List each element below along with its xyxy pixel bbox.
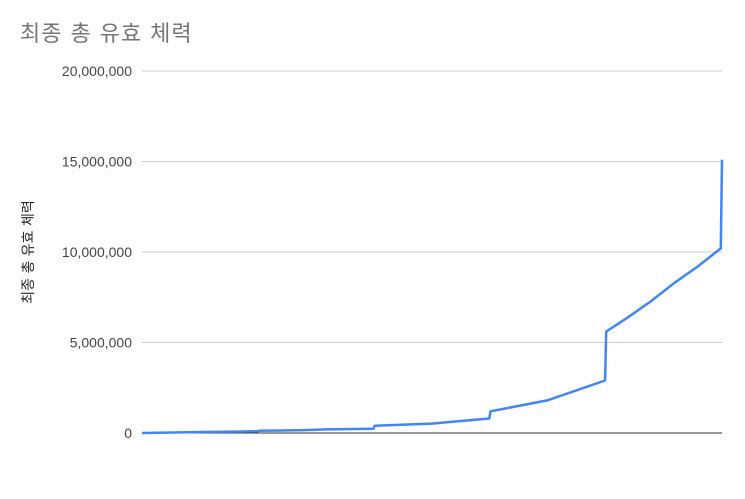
y-tick-label: 0	[124, 425, 132, 441]
y-axis-title: 최종 총 유효 체력	[21, 200, 37, 304]
gridlines	[142, 70, 722, 343]
y-tick-label: 20,000,000	[62, 63, 132, 79]
y-axis-tick-labels: 0 5,000,000 10,000,000 15,000,000 20,000,000	[62, 63, 132, 441]
y-tick-label: 15,000,000	[62, 154, 132, 170]
series-line	[141, 159, 724, 435]
y-tick-label: 5,000,000	[70, 335, 132, 351]
chart-title: 최종 총 유효 체력	[20, 22, 193, 47]
y-tick-label: 10,000,000	[62, 244, 132, 260]
